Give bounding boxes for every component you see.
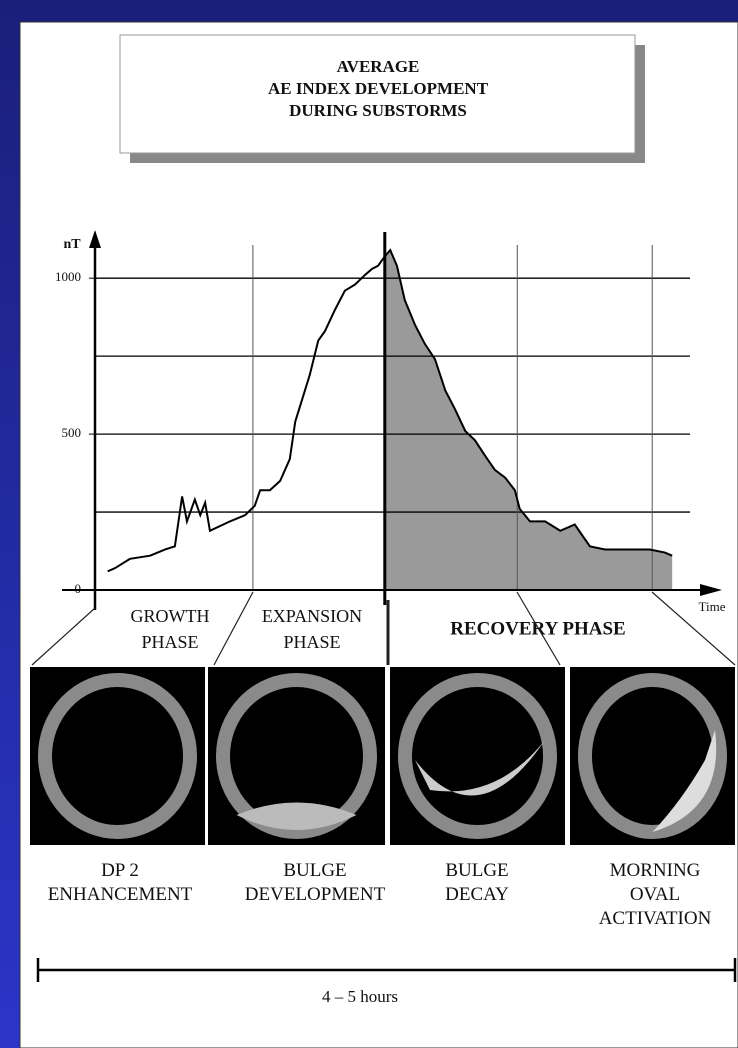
x-arrow bbox=[700, 584, 722, 596]
oval-images bbox=[30, 667, 735, 845]
phase-label: EXPANSION PHASE bbox=[262, 606, 362, 652]
panel-caption: BULGE DECAY bbox=[445, 860, 509, 905]
y-axis-label: nT bbox=[63, 237, 81, 252]
connectors bbox=[31, 591, 736, 666]
oval-ring bbox=[216, 673, 377, 839]
plot: 0 500 1000 nT Time GROWTH PHASE EXPANSION PHASE R… bbox=[55, 230, 726, 652]
shaded-area bbox=[384, 250, 673, 590]
y-tick-label: 0 bbox=[75, 581, 82, 596]
duration-label: 4 – 5 hours bbox=[322, 987, 398, 1006]
phase-label: RECOVERY PHASE bbox=[450, 618, 625, 639]
bulge bbox=[652, 730, 717, 832]
title: AVERAGE AE INDEX DEVELOPMENT DURING SUBSTO… bbox=[268, 57, 489, 120]
title-line: DURING SUBSTORMS bbox=[289, 101, 467, 120]
y-tick-label: 500 bbox=[62, 425, 82, 440]
bulge bbox=[415, 740, 545, 796]
panel bbox=[19, 21, 738, 1048]
bulge bbox=[236, 802, 357, 830]
captions: DP 2 ENHANCEMENT BULGE DEVELOPMENT BULGE DECA… bbox=[48, 860, 712, 929]
duration-bar bbox=[36, 958, 737, 982]
x-axis-label: Time bbox=[699, 599, 726, 614]
title-line: AE INDEX DEVELOPMENT bbox=[268, 79, 489, 98]
oval-ring bbox=[398, 673, 557, 839]
line bbox=[107, 248, 673, 573]
phase-label: GROWTH PHASE bbox=[131, 606, 210, 652]
panel-caption: MORNING OVAL ACTIVATION bbox=[599, 860, 712, 929]
oval-image bbox=[30, 667, 205, 845]
panel-caption: DP 2 ENHANCEMENT bbox=[48, 860, 193, 905]
oval-ring bbox=[38, 673, 197, 839]
y-tick-label: 1000 bbox=[55, 269, 81, 284]
title-line: AVERAGE bbox=[337, 57, 420, 76]
panel-caption: BULGE DEVELOPMENT bbox=[245, 860, 386, 905]
y-arrow bbox=[89, 230, 101, 248]
title-box bbox=[119, 34, 636, 154]
oval-image bbox=[390, 667, 565, 845]
